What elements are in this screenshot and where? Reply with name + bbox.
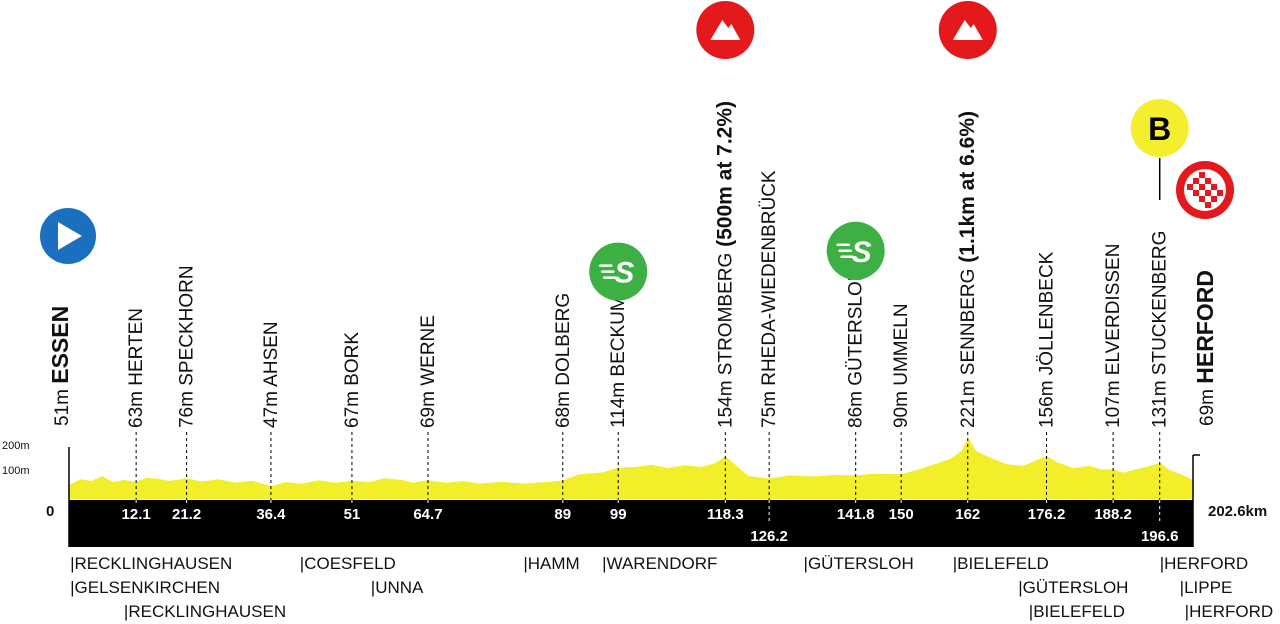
region-label: |LIPPE [1180,578,1233,597]
region-label: |GÜTERSLOH [1018,578,1128,597]
flag-check [1199,184,1205,190]
sprint-circle [826,221,885,280]
km-label: 126.2 [750,528,788,545]
bonus-circle [1130,99,1189,157]
start-km-label: 0 [46,503,54,520]
elevation-profile-area [69,437,1193,500]
flag-check [1205,202,1211,208]
place-label: 76m SPECKHORN [177,265,198,428]
place-label: 114m BECKUM [608,295,629,428]
mountain-icon [696,1,755,59]
bonus-icon: B [1130,99,1189,200]
sprint-letter: S [614,257,634,290]
mountain-shape [952,20,983,40]
place-label: 131m STUCKENBERG [1150,231,1171,428]
km-label: 12.1 [122,506,151,523]
sprint-circle [589,242,648,301]
region-label: |GELSENKIRCHEN [70,578,220,597]
km-label: 176.2 [1028,506,1066,523]
km-label: 188.2 [1094,506,1132,523]
flag-check [1193,178,1199,184]
region-label: |UNNA [371,578,424,597]
region-label: |RECKLINGHAUSEN [124,602,286,621]
flag-check [1211,184,1217,190]
place-label: 86m GÜTERSLOH [846,268,867,428]
region-label: |GÜTERSLOH [804,554,914,573]
place-label: 156m JÖLLENBECK [1037,251,1058,428]
sprint-icon: S [589,242,648,301]
play-icon [40,208,96,264]
region-label: |WARENDORF [602,554,717,573]
km-label: 118.3 [707,506,744,523]
place-label: 47m AHSEN [261,321,282,428]
km-label: 21.2 [172,506,201,523]
finish-label: 69m HERFORD [1192,270,1218,426]
km-label: 89 [554,506,571,523]
km-label: 196.6 [1141,528,1179,545]
total-distance-label: 202.6km [1208,503,1267,520]
region-label: |HAMM [523,554,579,573]
place-label: 75m RHEDA-WIEDENBRÜCK [759,170,780,428]
km-label: 64.7 [413,506,442,523]
place-label: 63m HERTEN [126,308,147,428]
km-label: 99 [610,506,627,523]
place-label: 67m BORK [342,332,363,428]
flag-check [1217,190,1223,196]
distance-band [69,500,1193,547]
flag-check [1193,190,1199,196]
place-label: 68m DOLBERG [553,293,574,428]
start-label: 51m ESSEN [47,306,73,426]
region-label: |RECKLINGHAUSEN [70,554,232,573]
mountain-shape [710,20,741,40]
flag-check [1187,184,1193,190]
km-label: 162 [955,506,980,523]
flag-check [1205,190,1211,196]
flag-check [1199,172,1205,178]
region-label: |BIELEFELD [1029,602,1125,621]
km-label: 150 [889,506,914,523]
place-label: 107m ELVERDISSEN [1103,244,1124,428]
flag-check [1211,196,1217,202]
mountain-icon [938,1,997,59]
sprint-letter: S [852,236,872,269]
region-label: |COESFELD [300,554,396,573]
checkered-flag-icon [1176,161,1234,219]
km-label: 51 [344,506,361,523]
place-label: 221m SENNBERG (1.1km at 6.6%) [956,111,979,428]
play-triangle [58,222,82,250]
flag-check [1199,196,1205,202]
km-label: 36.4 [256,506,286,523]
place-label: 90m UMMELN [891,303,912,428]
y-tick-label: 200m [2,440,30,452]
y-tick-label: 100m [2,465,30,477]
flag-check [1205,178,1211,184]
place-label: 69m WERNE [418,315,439,428]
region-label: |BIELEFELD [953,554,1049,573]
bonus-letter: B [1148,111,1171,147]
region-label: |HERFORD [1160,554,1248,573]
region-label: |HERFORD [1185,602,1273,621]
place-label: 154m STROMBERG (500m at 7.2%) [713,101,736,428]
km-label: 141.8 [837,506,875,523]
sprint-icon: S [826,221,885,280]
